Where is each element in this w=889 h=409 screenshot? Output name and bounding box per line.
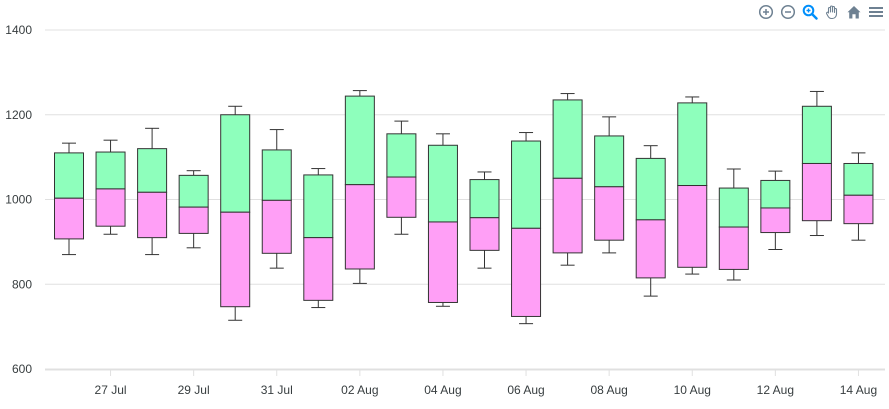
box-lower-5	[261, 199, 292, 254]
pan-button[interactable]	[823, 3, 841, 21]
box-upper-18	[801, 105, 832, 164]
box-lower-13	[594, 186, 625, 241]
reset-zoom-button[interactable]	[845, 3, 863, 21]
box-upper-11	[511, 140, 542, 229]
x-tick-label-3: 02 Aug	[341, 383, 378, 397]
x-tick-label-4: 04 Aug	[424, 383, 461, 397]
zoom-selection-icon	[802, 4, 818, 20]
box-upper-16	[718, 187, 749, 228]
chart-toolbar	[757, 3, 885, 21]
box-upper-13	[594, 135, 625, 188]
x-tick-label-2: 31 Jul	[261, 383, 293, 397]
box-lower-2	[137, 191, 168, 239]
box-upper-17	[760, 179, 791, 209]
box-upper-4	[220, 114, 251, 213]
x-tick-label-7: 10 Aug	[674, 383, 711, 397]
box-lower-18	[801, 162, 832, 222]
box-lower-10	[469, 217, 500, 251]
box-upper-10	[469, 179, 500, 219]
box-lower-1	[95, 188, 126, 227]
box-lower-15	[677, 185, 708, 268]
box-upper-8	[386, 133, 417, 178]
y-tick-label-3: 1200	[5, 108, 32, 122]
box-upper-7	[344, 95, 375, 186]
box-lower-0	[54, 197, 84, 240]
box-lower-6	[303, 237, 334, 301]
zoom-out-button[interactable]	[779, 3, 797, 21]
zoom-selection-button[interactable]	[801, 3, 819, 21]
zoom-in-icon	[758, 4, 774, 20]
zoom-in-button[interactable]	[757, 3, 775, 21]
x-tick-label-0: 27 Jul	[95, 383, 127, 397]
y-tick-label-2: 1000	[5, 193, 32, 207]
box-lower-19	[843, 194, 874, 225]
y-tick-label-1: 800	[12, 277, 32, 291]
box-lower-8	[386, 176, 417, 218]
box-lower-14	[635, 219, 666, 279]
y-tick-label-0: 600	[12, 362, 32, 376]
box-upper-3	[178, 174, 209, 208]
zoom-out-icon	[780, 4, 796, 20]
box-upper-9	[427, 144, 458, 223]
box-upper-5	[261, 149, 292, 201]
x-tick-label-8: 12 Aug	[757, 383, 794, 397]
box-lower-7	[344, 184, 375, 270]
box-lower-4	[220, 211, 251, 308]
home-reset-icon	[847, 6, 861, 19]
box-upper-19	[843, 162, 874, 196]
box-lower-3	[178, 206, 209, 234]
box-upper-12	[552, 99, 583, 179]
chart-menu-button[interactable]	[867, 3, 885, 21]
box-lower-11	[511, 227, 542, 317]
box-upper-1	[95, 151, 126, 190]
y-tick-label-4: 1400	[5, 23, 32, 37]
box-upper-6	[303, 174, 334, 239]
box-lower-12	[552, 177, 583, 254]
box-lower-9	[427, 221, 458, 303]
box-upper-0	[54, 152, 84, 199]
box-upper-15	[677, 102, 708, 187]
box-upper-2	[137, 148, 168, 193]
x-tick-label-1: 29 Jul	[178, 383, 210, 397]
box-lower-16	[718, 226, 749, 270]
box-lower-17	[760, 207, 791, 234]
menu-icon	[869, 7, 883, 17]
pan-hand-icon	[826, 5, 838, 20]
x-tick-label-5: 06 Aug	[507, 383, 544, 397]
x-tick-label-9: 14 Aug	[840, 383, 877, 397]
x-tick-label-6: 08 Aug	[590, 383, 627, 397]
box-upper-14	[635, 157, 666, 221]
